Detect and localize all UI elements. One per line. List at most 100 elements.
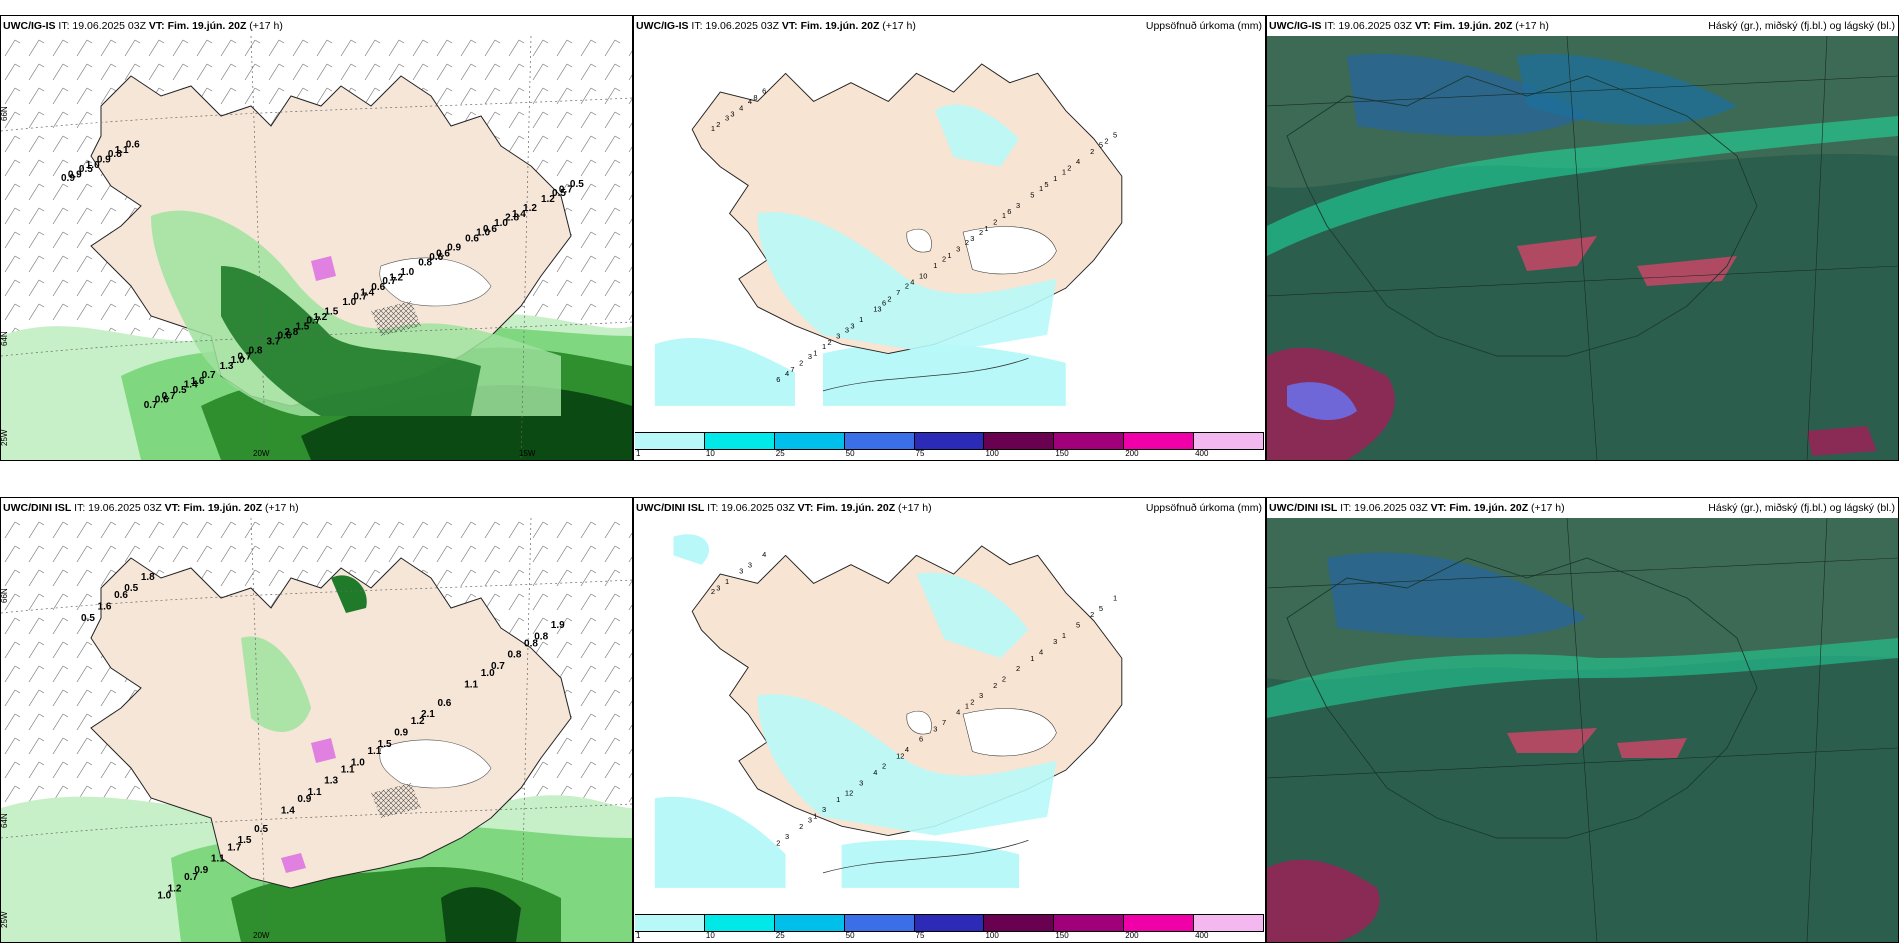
colorbar-tick: 10 (705, 931, 715, 940)
colorbar-tick: 50 (845, 931, 855, 940)
colorbar-tick: 400 (1195, 449, 1209, 458)
colorbar-swatch (704, 433, 775, 449)
init-time: IT: 19.06.2025 03Z (691, 20, 779, 32)
colorbar-tick: 100 (985, 931, 999, 940)
colorbar-tick: 25 (775, 449, 785, 458)
panel-igis-precip-wind: UWC/IG-IS IT: 19.06.2025 03Z VT: Fim. 19… (0, 15, 633, 461)
precip-value-label: 3 (716, 583, 720, 592)
precip-value-label: 1.0 (351, 757, 365, 768)
precip-value-label: 0.7 (382, 276, 396, 287)
precip-value-label: 1 (1039, 184, 1043, 193)
valid-time: Fim. 19.jún. 20Z (800, 20, 880, 32)
precip-value-label: 2.8 (284, 327, 298, 338)
colorbar-swatch (774, 433, 845, 449)
precip-value-label: 2.8 (505, 212, 519, 223)
precip-value-label: 5 (1030, 191, 1034, 200)
precip-value-label: 2 (905, 282, 909, 291)
precip-value-label: 2 (799, 359, 803, 368)
field-title: Uppsöfnuð úrkoma (mm) (1145, 502, 1262, 514)
precip-value-label: 2 (993, 681, 997, 690)
colorbar-swatch (914, 433, 985, 449)
colorbar-tick: 100 (985, 449, 999, 458)
precip-value-label: 4 (873, 768, 877, 777)
precip-value-label: 1.1 (341, 764, 355, 775)
colorbar-tick: 75 (915, 931, 925, 940)
vt-label: VT: (781, 20, 798, 32)
precip-value-label: 1.4 (184, 379, 198, 390)
precip-value-label: 6 (882, 298, 886, 307)
precip-value-label: 0.8 (524, 638, 538, 649)
map-accum-precip[interactable]: 1231241352416321410631532174232165132312… (634, 36, 1265, 432)
precip-value-label: 1 (1062, 167, 1066, 176)
precip-value-label: 8 (753, 93, 757, 102)
precip-value-label: 0.8 (508, 650, 522, 661)
precip-value-label: 3 (1016, 201, 1020, 210)
model-name: UWC/DINI ISL (636, 502, 705, 514)
precip-value-label: 5 (1044, 180, 1048, 189)
precip-value-label: 0.6 (429, 252, 443, 263)
precip-value-label: 1 (1062, 631, 1066, 640)
lead-time: (+17 h) (882, 20, 916, 32)
precip-value-label: 1.6 (98, 602, 112, 613)
precip-value-label: 2 (1067, 164, 1071, 173)
precip-value-labels: 1231241352416321410631532174232165132312… (711, 87, 1117, 385)
precip-value-label: 2 (993, 217, 997, 226)
precip-value-label: 5 (1113, 130, 1117, 139)
panel-header: UWC/IG-IS IT: 19.06.2025 03Z VT: Fim. 19… (1267, 16, 1898, 36)
colorbar-tick: 1 (636, 931, 641, 940)
precip-value-label: 0.6 (278, 331, 292, 342)
colorbar-swatch (1194, 915, 1265, 931)
precip-value-label: 0.7 (202, 370, 216, 381)
colorbar-swatch (704, 915, 775, 931)
precip-value-label: 1 (1053, 174, 1057, 183)
precip-value-label: 2.1 (421, 709, 435, 720)
precip-value-label: 2 (711, 587, 715, 596)
precip-value-label: 1 (965, 701, 969, 710)
precip-value-label: 0.6 (465, 233, 479, 244)
precip-value-label: 1 (813, 812, 817, 821)
colorbar-swatch (1054, 433, 1125, 449)
precip-value-label: 1 (933, 261, 937, 270)
precip-value-label: 1.0 (86, 160, 100, 171)
precip-value-label: 0.7 (353, 291, 367, 302)
colorbar-tick: 150 (1055, 449, 1069, 458)
model-name: UWC/IG-IS (636, 20, 689, 32)
panel-header: UWC/IG-IS IT: 19.06.2025 03Z VT: Fim. 19… (1, 16, 632, 36)
panel-dini-precip-wind: UWC/DINI ISL IT: 19.06.2025 03Z VT: Fim.… (0, 497, 633, 943)
colorbar-swatch (844, 915, 915, 931)
colorbar-tick: 75 (915, 449, 925, 458)
axis-label-15w: 15W (519, 449, 536, 458)
precip-value-label: 5 (1099, 141, 1103, 150)
precip-value-label: 1.7 (227, 842, 241, 853)
precip-value-label: 2 (1090, 147, 1094, 156)
panel-header: UWC/DINI ISL IT: 19.06.2025 03Z VT: Fim.… (1267, 498, 1898, 518)
colorbar-swatch (914, 915, 985, 931)
precip-value-label: 4 (748, 97, 752, 106)
precip-value-label: 1.3 (220, 361, 234, 372)
precip-value-label: 2 (1002, 674, 1006, 683)
precip-value-label: 1.1 (464, 679, 478, 690)
precip-value-label: 1.4 (281, 805, 295, 816)
precip-value-label: 3 (836, 332, 840, 341)
precip-value-label: 4 (910, 278, 914, 287)
precip-value-label: 12 (896, 751, 904, 760)
map-precip-wind[interactable]: 66N 64N 20W 25W 0.51.50.90.71.10.52.11.5… (1, 518, 632, 942)
map-precip-wind[interactable]: 66N 64N 20W 15W 25W 0.90.71.42.80.70.80.… (1, 36, 632, 460)
precip-value-label: 1.0 (157, 890, 171, 901)
precip-value-label: 1.0 (481, 668, 495, 679)
colorbar-swatch (1124, 433, 1195, 449)
map-clouds[interactable] (1267, 36, 1898, 460)
map-clouds[interactable] (1267, 518, 1898, 942)
precip-value-label: 1 (725, 577, 729, 586)
precip-value-label: 1.1 (115, 145, 129, 156)
precip-value-label: 1.5 (324, 306, 338, 317)
precip-value-label: 1.6 (191, 376, 205, 387)
valid-time: Fim. 19.jún. 20Z (1449, 502, 1529, 514)
precip-value-label: 1 (984, 224, 988, 233)
precip-value-label: 0.6 (155, 394, 169, 405)
precip-value-label: 2 (716, 120, 720, 129)
precip-value-label: 3 (970, 234, 974, 243)
lead-time: (+17 h) (898, 502, 932, 514)
field-title: Háský (gr.), miðský (fj.bl.) og lágský (… (1708, 20, 1895, 32)
